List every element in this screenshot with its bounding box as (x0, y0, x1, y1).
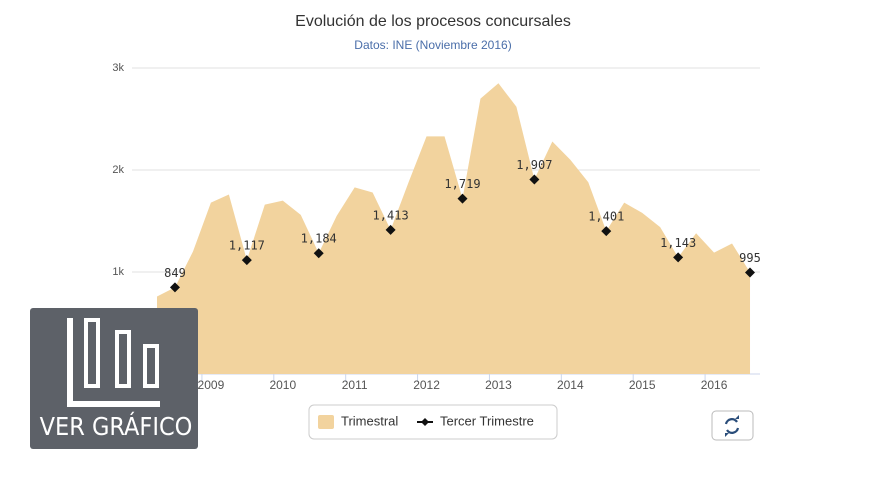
y-tick-label: 1k (112, 266, 124, 278)
refresh-icon (724, 418, 740, 434)
legend-marker (421, 418, 429, 426)
data-label: 1,413 (373, 208, 409, 222)
overlay-icon-axis (67, 318, 160, 407)
point-marker (241, 255, 252, 266)
point-marker (385, 224, 396, 235)
refresh-button[interactable] (711, 410, 754, 441)
button-box[interactable] (711, 410, 754, 441)
x-tick-label: 2016 (701, 378, 728, 392)
point-marker (745, 267, 756, 278)
point-marker (169, 282, 180, 293)
legend-label: Trimestral (341, 413, 398, 428)
data-label: 1,143 (660, 236, 696, 250)
x-tick-label: 2015 (629, 378, 656, 392)
y-tick-label: 2k (112, 164, 124, 176)
data-label: 1,117 (229, 239, 265, 253)
refresh-arrows (725, 415, 739, 437)
view-chart-overlay[interactable]: VER GRÁFICO (30, 308, 198, 449)
area (157, 83, 751, 375)
overlay-icon-bar (115, 330, 131, 388)
point-marker (673, 252, 684, 263)
data-label: 1,184 (301, 232, 337, 246)
x-tick-label: 2009 (198, 378, 225, 392)
data-label: 1,401 (588, 210, 624, 224)
chart-title: Evolución de los procesos concursales (295, 13, 571, 30)
legend-swatch (318, 415, 334, 429)
chart-subtitle: Datos: INE (Noviembre 2016) (354, 38, 511, 52)
point-marker (457, 193, 468, 204)
x-tick-label: 2011 (342, 378, 368, 392)
point-marker (601, 226, 612, 237)
overlay-icon-bar (143, 344, 159, 388)
x-tick-label: 2010 (269, 378, 296, 392)
x-tick-label: 2012 (413, 378, 440, 392)
data-label: 849 (164, 266, 186, 280)
data-label: 995 (739, 251, 761, 265)
data-label: 1,719 (444, 177, 480, 191)
y-tick-label: 3k (112, 62, 124, 74)
data-label: 1,907 (516, 158, 552, 172)
point-marker (529, 174, 540, 185)
legend: Trimestral Tercer Trimestre (308, 404, 558, 440)
x-tick-label: 2013 (485, 378, 512, 392)
plot: 01k2k3k200920102011201220132014201520168… (112, 62, 760, 392)
x-tick-label: 2014 (557, 378, 584, 392)
legend-label: Tercer Trimestre (440, 413, 534, 428)
overlay-label[interactable]: VER GRÁFICO (40, 412, 193, 441)
overlay-icon-bar (84, 318, 100, 388)
point-marker (313, 248, 324, 259)
